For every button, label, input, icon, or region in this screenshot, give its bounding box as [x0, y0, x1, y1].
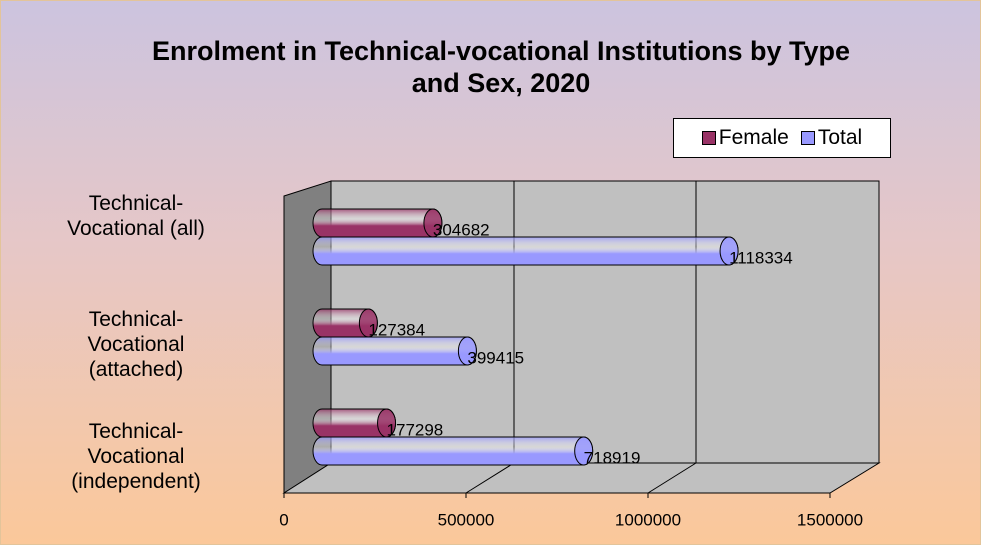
bar [312, 236, 739, 266]
y-tick-label: Technical-Vocational (attached) [87, 308, 185, 381]
legend-swatch [800, 131, 815, 145]
data-label: 177298 [387, 420, 444, 439]
x-tick-label: 0 [279, 510, 288, 529]
y-tick-label: Technical-Vocational (independent) [71, 420, 201, 493]
x-tick-label: 500000 [438, 510, 495, 529]
data-label: 127384 [368, 320, 425, 339]
legend-label: Female [718, 126, 789, 149]
chart-title: Enrolment in Technical-vocational Instit… [151, 36, 851, 98]
grid-line [647, 462, 697, 494]
legend-swatch [701, 131, 716, 145]
grid-line [465, 462, 515, 494]
bar-cap [719, 236, 739, 266]
y-tick-label: Technical-Vocational (all) [67, 192, 205, 240]
data-label: 1118334 [729, 248, 793, 267]
legend: Female Total [673, 118, 891, 158]
legend-item: Total [800, 126, 863, 150]
bar [312, 436, 594, 466]
legend-item: Female [701, 126, 789, 150]
bar [312, 336, 477, 366]
bar [312, 208, 443, 238]
bar-cap [574, 436, 594, 466]
x-tick-label: 1000000 [615, 510, 681, 529]
floor [282, 462, 881, 494]
bar-cap [457, 336, 477, 366]
data-label: 304682 [433, 220, 490, 239]
data-label: 718919 [584, 448, 641, 467]
x-tick-label: 1500000 [797, 510, 863, 529]
data-label: 399415 [467, 348, 524, 367]
legend-label: Total [817, 126, 863, 149]
